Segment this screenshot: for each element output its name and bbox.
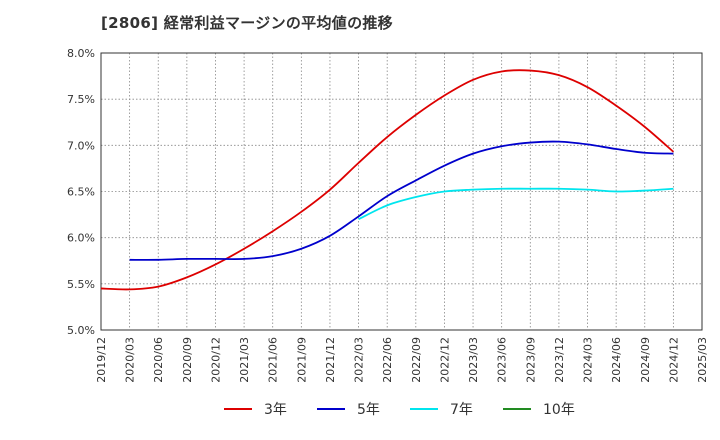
x-tick-label: 2022/12	[438, 337, 451, 383]
x-tick-label: 2021/09	[295, 337, 308, 383]
y-tick-label: 7.0%	[67, 139, 95, 152]
x-tick-label: 2022/09	[410, 337, 423, 383]
series-line-3	[358, 187, 674, 221]
x-tick-label: 2020/12	[209, 337, 222, 383]
x-tick-label: 2022/03	[353, 337, 366, 383]
x-tick-label: 2021/12	[324, 337, 337, 383]
legend-label-1: 3年	[264, 402, 287, 418]
x-tick-label: 2024/03	[582, 337, 595, 383]
x-tick-label: 2020/03	[124, 337, 137, 383]
y-tick-label: 5.0%	[67, 324, 95, 337]
chart-title: [2806] 経常利益マージンの平均値の推移	[101, 14, 393, 32]
plot-frame	[100, 52, 703, 331]
legend-label-2: 5年	[357, 402, 380, 418]
y-tick-label: 6.5%	[67, 186, 95, 199]
y-tick-label: 6.0%	[67, 232, 95, 245]
x-tick-label: 2024/06	[610, 337, 623, 383]
x-tick-label: 2021/06	[267, 337, 280, 383]
y-tick-label: 8.0%	[67, 47, 95, 60]
x-tick-label: 2020/06	[152, 337, 165, 383]
x-tick-label: 2023/09	[524, 337, 537, 383]
y-tick-label: 7.5%	[67, 93, 95, 106]
x-tick-label: 2024/09	[639, 337, 652, 383]
x-tick-label: 2024/12	[667, 337, 680, 383]
x-tick-label: 2022/06	[381, 337, 394, 383]
legend-label-4: 10年	[543, 402, 575, 418]
series-line-2	[129, 140, 674, 261]
y-tick-label: 5.5%	[67, 278, 95, 291]
legend-label-3: 7年	[450, 402, 473, 418]
x-tick-label: 2025/03	[696, 337, 709, 383]
x-tick-label: 2023/12	[553, 337, 566, 383]
x-tick-label: 2023/03	[467, 337, 480, 383]
series-line-1	[100, 69, 674, 291]
x-tick-label: 2021/03	[238, 337, 251, 383]
x-tick-label: 2019/12	[95, 337, 108, 383]
x-tick-label: 2023/06	[496, 337, 509, 383]
x-tick-label: 2020/09	[181, 337, 194, 383]
